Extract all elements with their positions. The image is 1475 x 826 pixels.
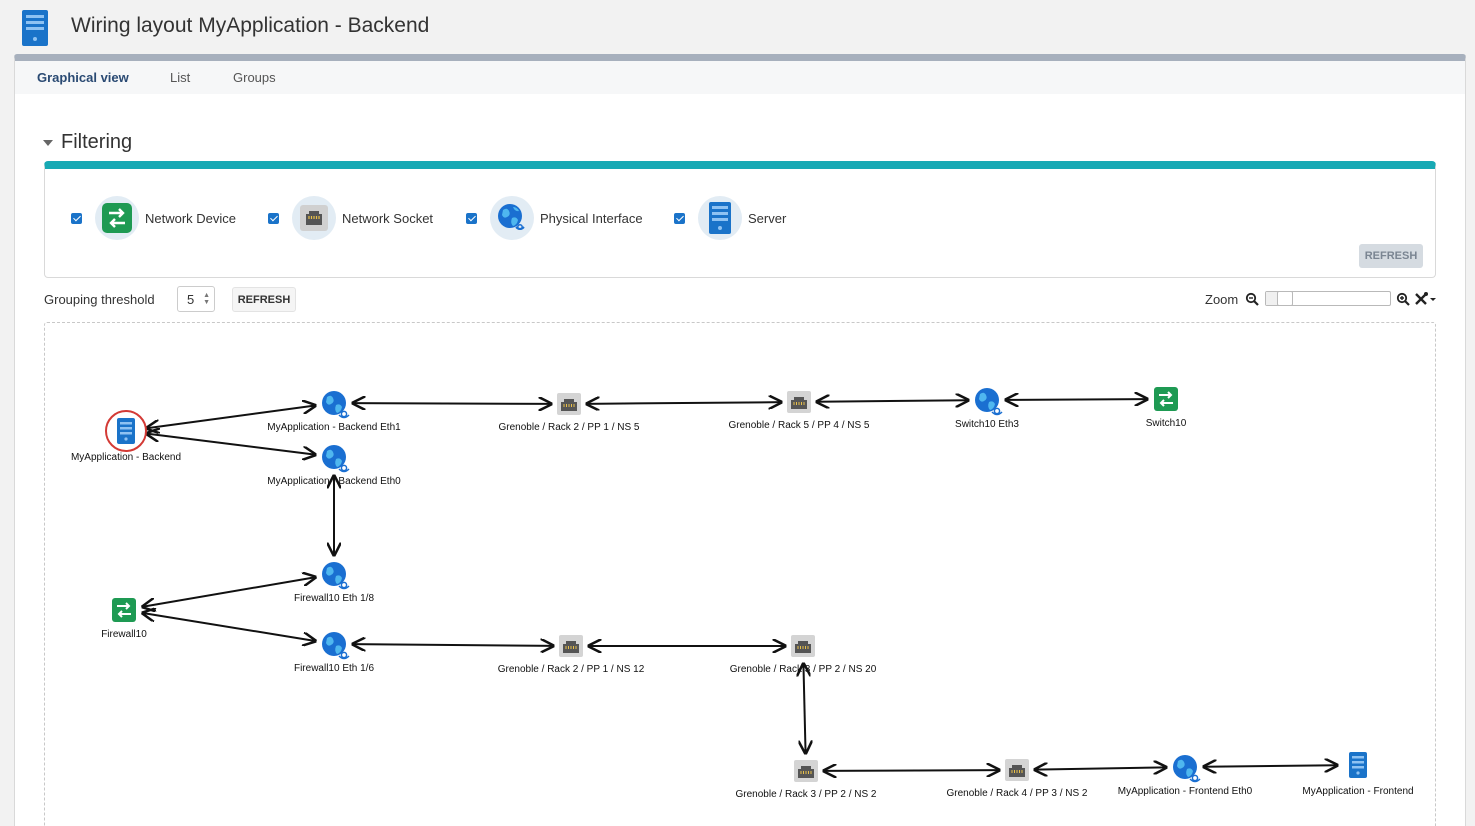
physical-interface-label: Physical Interface	[540, 210, 643, 226]
graph-node-socket[interactable]: Grenoble / Rack 2 / PP 1 / NS 5	[499, 393, 640, 433]
title-bar: Wiring layout MyApplication - Backend	[0, 0, 1475, 54]
graph-node-server[interactable]: MyApplication - Frontend	[1302, 752, 1414, 797]
graph-node-label: MyApplication - Backend	[71, 452, 181, 463]
main-panel: Graphical view List Groups Filtering Net…	[14, 54, 1466, 826]
graph-node-server[interactable]: MyApplication - Backend	[71, 410, 181, 463]
zoom-slider-fill	[1266, 292, 1277, 305]
graph-edge[interactable]	[587, 402, 781, 404]
graph-node-label: Switch10	[1146, 418, 1187, 429]
network-socket-checkbox[interactable]	[268, 212, 279, 224]
graph-node-interface[interactable]: Switch10 Eth3	[955, 388, 1019, 430]
graph-node-socket[interactable]: Grenoble / Rack 5 / PP 4 / NS 5	[729, 391, 870, 431]
server-icon	[22, 10, 48, 46]
graph-node-label: Firewall10 Eth 1/6	[294, 663, 374, 674]
graph-node-label: Grenoble / Rack 5 / PP 4 / NS 5	[729, 420, 870, 431]
network-device-label: Network Device	[145, 210, 237, 226]
zoom-in-icon[interactable]	[1396, 292, 1410, 306]
graph-edge[interactable]	[824, 770, 999, 771]
graph-node-label: MyApplication - Backend Eth1	[267, 422, 401, 433]
graph-edge[interactable]	[803, 664, 805, 753]
filtering-title: Filtering	[61, 131, 133, 153]
filter-network-socket: Network Socket	[268, 196, 433, 240]
grouping-threshold-value: 5	[187, 292, 195, 307]
tab-list[interactable]: List	[170, 70, 191, 85]
zoom-label: Zoom	[1205, 292, 1239, 307]
graph-node-label: Switch10 Eth3	[955, 419, 1019, 430]
graph-node-interface[interactable]: MyApplication - Backend Eth0	[267, 445, 401, 487]
graph-edge[interactable]	[147, 406, 315, 429]
graph-node-interface[interactable]: Firewall10 Eth 1/8	[294, 562, 374, 604]
graph-node-label: MyApplication - Backend Eth0	[267, 476, 401, 487]
stepper-arrows-icon[interactable]: ▲ ▼	[203, 292, 210, 306]
network-socket-icon	[292, 196, 336, 240]
graph-edge[interactable]	[1035, 767, 1166, 769]
filter-server: Server	[674, 196, 786, 240]
tab-bar: Graphical view List Groups	[15, 61, 1465, 94]
server-checkbox[interactable]	[674, 212, 685, 224]
graph-edge[interactable]	[143, 577, 316, 607]
graph-node-label: Firewall10	[101, 629, 147, 640]
graph-node-label: Grenoble / Rack 2 / PP 1 / NS 12	[498, 664, 645, 675]
graph-edge[interactable]	[1204, 765, 1337, 767]
page-title: Wiring layout MyApplication - Backend	[71, 14, 430, 37]
physical-interface-checkbox[interactable]	[466, 212, 477, 224]
graph-node-label: MyApplication - Frontend Eth0	[1118, 786, 1253, 797]
graph-node-socket[interactable]: Grenoble / Rack 4 / PP 3 / NS 2	[947, 759, 1088, 799]
zoom-out-icon[interactable]	[1245, 292, 1259, 306]
graph-node-label: Grenoble / Rack 3 / PP 2 / NS 20	[730, 664, 877, 675]
graph-canvas[interactable]: MyApplication - Backend MyApplication - B…	[44, 322, 1436, 826]
zoom-slider-handle[interactable]	[1277, 291, 1293, 306]
graph-edge[interactable]	[353, 644, 553, 646]
filter-refresh-button[interactable]: REFRESH	[1359, 244, 1423, 268]
filter-network-device: Network Device	[71, 196, 236, 240]
graph-node-device[interactable]: Firewall10	[101, 598, 147, 640]
graph-edge[interactable]	[353, 403, 551, 404]
graph-edge[interactable]	[817, 400, 968, 402]
network-device-icon	[95, 196, 139, 240]
grouping-threshold-label: Grouping threshold	[44, 292, 155, 307]
grouping-threshold-stepper[interactable]: 5 ▲ ▼	[177, 286, 215, 312]
graph-node-socket[interactable]: Grenoble / Rack 3 / PP 2 / NS 20	[730, 635, 877, 675]
tools-menu-icon[interactable]	[1415, 292, 1437, 306]
graph-node-interface[interactable]: MyApplication - Frontend Eth0	[1118, 755, 1253, 797]
graph-edge[interactable]	[1006, 399, 1147, 400]
graph-node-socket[interactable]: Grenoble / Rack 2 / PP 1 / NS 12	[498, 635, 645, 675]
tab-graphical-view[interactable]: Graphical view	[37, 70, 129, 85]
graph-node-label: Grenoble / Rack 2 / PP 1 / NS 5	[499, 422, 640, 433]
filter-box: Network Device Network Socket	[44, 161, 1436, 278]
graph-node-device[interactable]: Switch10	[1146, 387, 1187, 429]
grouping-refresh-button[interactable]: REFRESH	[232, 287, 296, 312]
physical-interface-icon	[490, 196, 534, 240]
filter-physical-interface: Physical Interface	[466, 196, 643, 240]
caret-down-icon	[43, 139, 53, 146]
graph-svg[interactable]: MyApplication - Backend MyApplication - B…	[45, 323, 1436, 826]
graph-node-label: Firewall10 Eth 1/8	[294, 593, 374, 604]
network-socket-label: Network Socket	[342, 210, 434, 226]
graph-node-socket[interactable]: Grenoble / Rack 3 / PP 2 / NS 2	[736, 760, 877, 800]
graph-node-interface[interactable]: Firewall10 Eth 1/6	[294, 632, 374, 674]
graph-node-interface[interactable]: MyApplication - Backend Eth1	[267, 391, 401, 433]
graph-node-label: MyApplication - Frontend	[1302, 786, 1413, 797]
server-label: Server	[748, 210, 787, 226]
network-device-checkbox[interactable]	[71, 212, 82, 224]
graph-node-label: Grenoble / Rack 4 / PP 3 / NS 2	[947, 788, 1088, 799]
tab-groups[interactable]: Groups	[233, 70, 276, 85]
zoom-slider[interactable]	[1265, 291, 1391, 306]
filtering-toggle[interactable]: Filtering	[43, 131, 132, 154]
graph-edge[interactable]	[143, 613, 315, 641]
server-icon	[698, 196, 742, 240]
graph-edge[interactable]	[147, 434, 315, 455]
graph-node-label: Grenoble / Rack 3 / PP 2 / NS 2	[736, 789, 877, 800]
